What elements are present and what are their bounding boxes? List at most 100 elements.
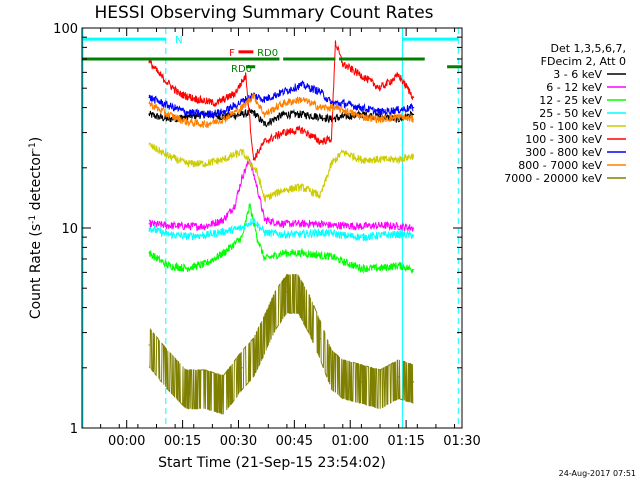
data-point [196, 98, 199, 100]
data-point [413, 118, 415, 120]
data-point [398, 376, 400, 378]
footer-date: 24-Aug-2017 07:51 [559, 469, 636, 478]
data-point [398, 233, 400, 235]
plot-area: N F RD0 RD0 [82, 28, 462, 428]
data-point [319, 116, 321, 118]
y-tick-label: 10 [61, 222, 78, 237]
data-point [413, 113, 415, 115]
data-point [252, 355, 254, 357]
data-point [379, 111, 381, 113]
data-point [234, 93, 236, 95]
data-point [398, 225, 400, 227]
data-point [398, 109, 400, 111]
series-7000-20000kev [148, 273, 415, 415]
data-point [379, 386, 381, 388]
data-point [148, 96, 150, 98]
data-point [319, 338, 321, 340]
data-point [249, 204, 251, 206]
legend-entry-label: 7000 - 20000 keV [504, 172, 602, 185]
series-trace [148, 40, 414, 161]
data-point [263, 219, 266, 221]
series-trace [148, 159, 414, 232]
data-point [413, 227, 415, 229]
data-point [398, 158, 400, 161]
data-point [319, 195, 321, 197]
data-point [342, 102, 344, 104]
data-point [223, 158, 225, 161]
data-point [301, 98, 303, 100]
data-point [413, 381, 415, 383]
series-100-300kev [148, 40, 415, 161]
data-point [245, 74, 247, 76]
y-axis-label-part: Count Rate (s [28, 224, 44, 319]
data-point [241, 100, 243, 102]
data-point [204, 234, 206, 236]
y-tick-label: 1 [70, 422, 78, 437]
data-point [319, 91, 321, 93]
data-point [167, 113, 169, 115]
data-point [319, 107, 321, 109]
legend-header: Det 1,3,5,6,7, [550, 42, 626, 55]
data-point [263, 258, 266, 260]
series-trace [148, 203, 414, 275]
data-point [256, 236, 258, 238]
data-point [301, 233, 303, 235]
legend-entry-label: 100 - 300 keV [525, 133, 602, 146]
data-point [167, 367, 169, 369]
series-trace [148, 218, 414, 242]
data-point [167, 224, 169, 226]
data-point [241, 176, 243, 178]
data-point [301, 113, 303, 115]
data-point [331, 138, 333, 140]
data-point [342, 151, 344, 153]
data-point [185, 386, 187, 388]
data-point [342, 109, 344, 111]
data-point [379, 224, 381, 226]
data-point [167, 118, 169, 120]
data-point [342, 116, 344, 118]
data-point [185, 163, 187, 165]
data-point [413, 155, 415, 157]
data-point [223, 111, 225, 113]
data-point [301, 186, 303, 188]
data-point [204, 163, 206, 165]
y-axis-label: Count Rate (s-1 detector-1) [28, 137, 44, 319]
series-trace [148, 79, 414, 119]
data-point [148, 60, 150, 63]
data-point [342, 376, 344, 378]
series-trace [148, 93, 414, 129]
data-point [185, 225, 187, 227]
data-point [204, 123, 206, 125]
data-point [398, 74, 400, 76]
data-point [331, 163, 333, 165]
y-axis-label-part: -1 [28, 142, 38, 151]
data-point [301, 84, 303, 86]
data-point [263, 123, 266, 125]
data-point [204, 263, 206, 265]
data-point [275, 307, 277, 309]
data-point [185, 121, 187, 123]
data-point [241, 227, 243, 229]
data-point [319, 141, 321, 143]
data-point [342, 224, 344, 226]
data-point [252, 94, 254, 96]
data-point [204, 386, 206, 388]
x-tick-label: 01:00 [332, 434, 369, 449]
data-point [286, 291, 288, 293]
data-point [167, 233, 169, 235]
data-point [263, 141, 266, 143]
x-tick-label: 00:30 [220, 434, 257, 449]
data-point [252, 219, 254, 221]
data-point [360, 107, 362, 109]
data-point [241, 236, 243, 238]
data-point [342, 63, 344, 65]
data-point [282, 102, 284, 104]
data-point [241, 151, 243, 153]
data-point [256, 171, 258, 173]
y-axis-label-part: detector [28, 151, 44, 215]
series-trace [148, 273, 414, 415]
data-point [413, 96, 415, 98]
data-point [413, 107, 415, 109]
y-tick-label: 100 [53, 22, 78, 37]
data-point [282, 223, 284, 225]
